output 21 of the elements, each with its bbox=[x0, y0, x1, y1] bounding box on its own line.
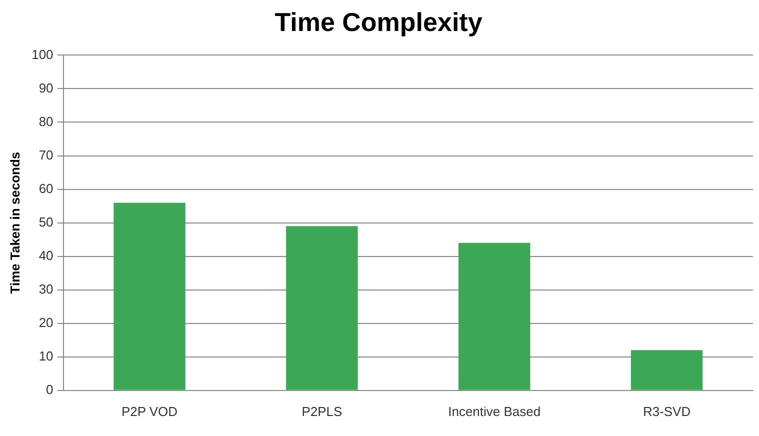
y-tick-label: 10 bbox=[38, 348, 54, 364]
y-tick-label: 30 bbox=[38, 281, 54, 296]
x-tick-label: Incentive Based bbox=[448, 404, 541, 419]
bar bbox=[630, 350, 703, 390]
y-tick-label: 80 bbox=[38, 114, 54, 129]
y-tick-label: 0 bbox=[46, 382, 54, 397]
y-tick-label: 100 bbox=[32, 46, 54, 62]
y-tick-label: 40 bbox=[38, 248, 54, 263]
y-tick-label: 20 bbox=[38, 314, 54, 330]
y-tick-label: 60 bbox=[38, 180, 54, 196]
y-tick-label: 50 bbox=[38, 214, 54, 230]
bar bbox=[114, 202, 186, 390]
chart-title: Time Complexity bbox=[274, 6, 483, 37]
x-tick-label: R3-SVD bbox=[642, 404, 691, 419]
y-tick-label: 70 bbox=[38, 147, 54, 162]
x-tick-label: P2PLS bbox=[302, 404, 342, 419]
x-tick-label: P2P VOD bbox=[121, 404, 178, 419]
bar bbox=[286, 226, 358, 390]
y-axis-title: Time Taken in seconds bbox=[7, 152, 22, 294]
y-tick-label: 90 bbox=[38, 80, 54, 96]
bar bbox=[458, 242, 530, 390]
